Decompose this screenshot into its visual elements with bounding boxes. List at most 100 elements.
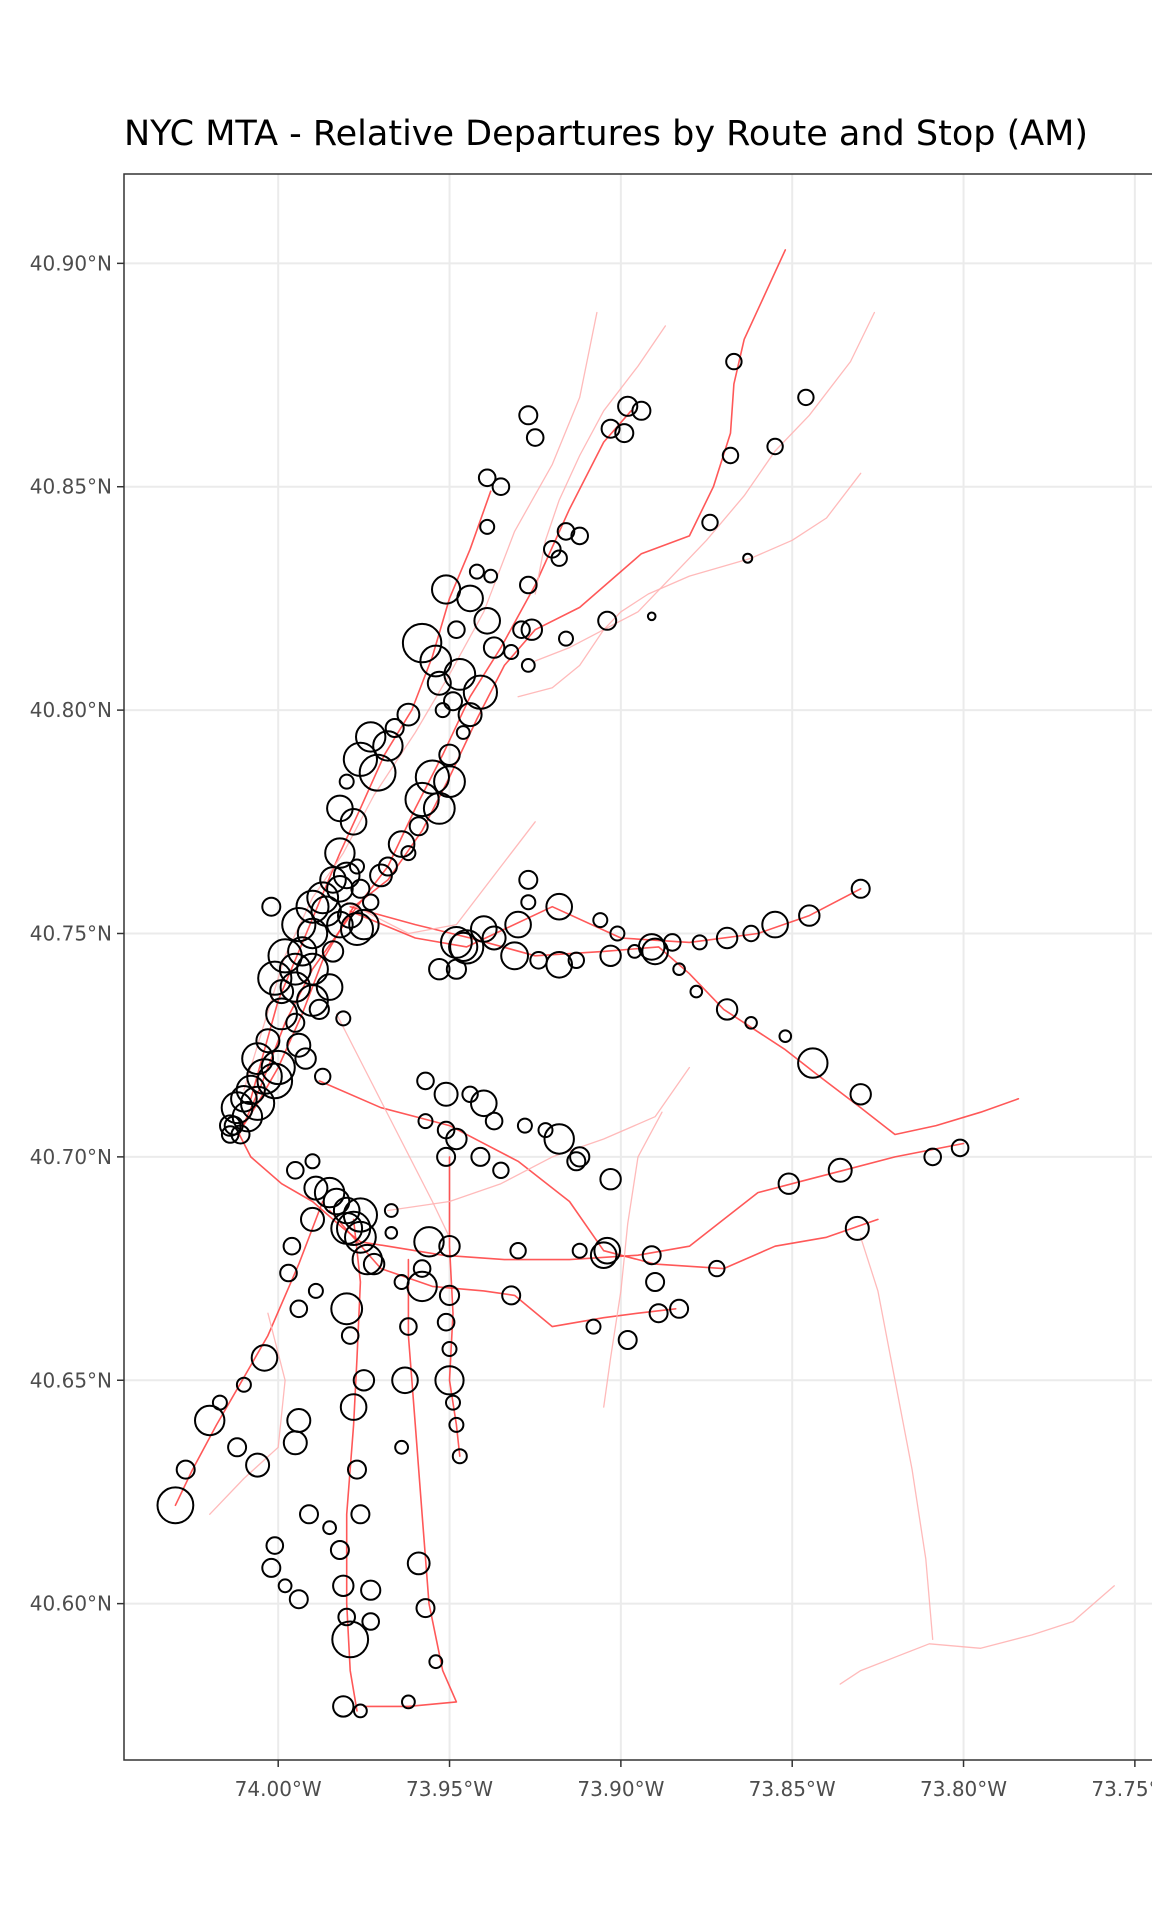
- stop-marker: [617, 395, 639, 417]
- stop-marker: [330, 1292, 364, 1326]
- stop-marker: [426, 670, 452, 696]
- stop-marker: [525, 428, 545, 447]
- stop-marker: [287, 936, 318, 967]
- stop-marker: [352, 1369, 376, 1392]
- stop-marker: [282, 1430, 308, 1456]
- y-tick-label: 40.75°N: [30, 921, 112, 945]
- stop-marker: [777, 1172, 800, 1195]
- stop-marker: [701, 513, 719, 532]
- stop-marker: [241, 1042, 275, 1075]
- stop-marker: [455, 725, 471, 740]
- stop-marker: [175, 1459, 196, 1480]
- stop-marker: [261, 896, 282, 917]
- stop-marker: [645, 1272, 666, 1292]
- stop-marker: [518, 869, 539, 890]
- route-line: [346, 821, 536, 935]
- stop-marker: [844, 1215, 870, 1241]
- stop-marker: [401, 622, 443, 664]
- stop-marker: [445, 1394, 461, 1411]
- stop-marker: [406, 1551, 431, 1576]
- stop-marker: [332, 1574, 355, 1598]
- stop-marker: [443, 691, 463, 712]
- stop-marker: [849, 1083, 872, 1106]
- panel-border: [123, 173, 1152, 1761]
- stop-marker: [599, 944, 622, 967]
- stop-marker: [299, 1504, 319, 1525]
- stop-marker: [227, 1437, 248, 1458]
- stop-marker: [257, 960, 293, 996]
- stop-marker: [332, 1695, 355, 1718]
- stop-marker: [477, 468, 497, 488]
- stop-marker: [827, 1157, 853, 1183]
- stop-marker: [483, 568, 499, 584]
- stop-marker: [558, 630, 574, 647]
- stop-marker: [447, 620, 466, 640]
- stop-marker: [519, 575, 538, 595]
- stop-marker: [570, 526, 590, 546]
- stop-marker: [269, 979, 295, 1005]
- stop-marker: [742, 552, 754, 564]
- stop-marker: [235, 1376, 252, 1393]
- stop-marker: [456, 584, 484, 613]
- stop-marker: [361, 1612, 381, 1631]
- route-line: [349, 887, 862, 948]
- stop-marker: [520, 894, 537, 911]
- stop-marker: [342, 1197, 378, 1233]
- y-tick-label: 40.85°N: [30, 475, 112, 499]
- stop-marker: [593, 1236, 622, 1265]
- stop-marker: [412, 1259, 432, 1278]
- stop-marker: [384, 718, 405, 738]
- stop-marker: [235, 1074, 266, 1106]
- stop-marker: [220, 1125, 240, 1144]
- stop-marker: [358, 753, 397, 792]
- stop-marker: [230, 1124, 251, 1145]
- route-line: [517, 472, 862, 698]
- stop-marker: [279, 1263, 298, 1283]
- stop-marker: [503, 644, 520, 660]
- stop-marker: [261, 1557, 282, 1578]
- stop-marker: [324, 837, 356, 869]
- stop-marker: [691, 934, 708, 951]
- stop-marker: [436, 1146, 457, 1167]
- stop-marker: [408, 816, 429, 837]
- stop-marker: [492, 1161, 510, 1180]
- stop-marker: [349, 858, 365, 875]
- stop-marker: [394, 1439, 410, 1455]
- route-line: [387, 1066, 691, 1212]
- stop-marker: [648, 1303, 669, 1324]
- y-tick-label: 40.65°N: [30, 1368, 112, 1392]
- stop-marker: [545, 951, 574, 979]
- stop-markers: [156, 352, 970, 1719]
- y-tick-label: 40.60°N: [30, 1592, 112, 1616]
- stop-marker: [609, 925, 626, 942]
- stop-marker: [778, 1029, 793, 1043]
- stop-marker: [569, 1146, 591, 1168]
- stop-marker: [571, 1242, 588, 1259]
- stop-marker: [306, 881, 340, 915]
- stop-marker: [286, 1032, 312, 1058]
- axes: 74.00°W 73.95°W 73.90°W 73.85°W 73.80°W 73.75…: [30, 251, 1152, 1801]
- stop-marker: [332, 861, 361, 890]
- stop-marker: [500, 941, 529, 971]
- stop-marker: [617, 1330, 638, 1350]
- stop-marker: [482, 636, 506, 659]
- stop-marker: [641, 1245, 662, 1266]
- stop-marker: [428, 1654, 444, 1670]
- stop-marker: [326, 794, 354, 823]
- stop-marker: [372, 730, 404, 762]
- stop-marker: [520, 618, 543, 641]
- stop-marker: [353, 1703, 368, 1719]
- y-tick-label: 40.90°N: [30, 251, 112, 275]
- stop-marker: [350, 878, 371, 899]
- stop-marker: [744, 1016, 758, 1030]
- stop-marker: [850, 878, 871, 899]
- stop-marker: [715, 926, 739, 950]
- stop-marker: [278, 952, 312, 986]
- stop-marker: [715, 998, 739, 1021]
- stop-marker: [597, 610, 618, 631]
- stop-marker: [281, 907, 317, 943]
- stop-marker: [479, 518, 496, 535]
- stop-marker: [315, 973, 344, 1001]
- stop-marker: [331, 1620, 370, 1659]
